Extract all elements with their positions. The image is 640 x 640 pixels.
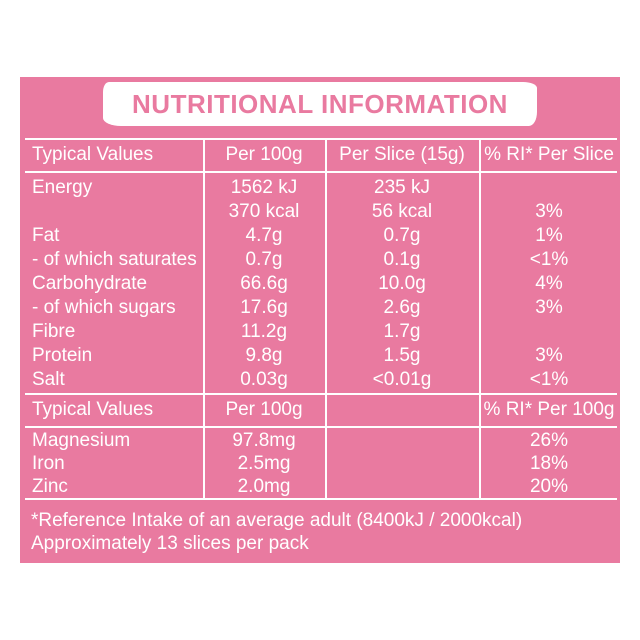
column-divider (325, 138, 327, 500)
section-rule (25, 393, 617, 395)
row-label: - of which sugars (32, 297, 176, 318)
row-perslice: <0.01g (372, 369, 432, 390)
row-label: - of which saturates (32, 249, 197, 270)
row-per100: 4.7g (245, 225, 283, 246)
row-per100: 0.7g (245, 249, 283, 270)
row-per100: 11.2g (240, 321, 288, 342)
nutrition-panel (20, 77, 620, 563)
row-ri: <1% (529, 249, 569, 270)
footnote-slices-per-pack: Approximately 13 slices per pack (31, 533, 309, 554)
row-ri: <1% (529, 369, 569, 390)
column-divider (203, 138, 205, 500)
row-ri: 1% (535, 225, 563, 246)
row-perslice: 56 kcal (371, 201, 433, 222)
table-top-rule (25, 138, 617, 140)
row-label: Fibre (32, 321, 76, 342)
row-label: Protein (32, 345, 93, 366)
row-label: Energy (32, 177, 93, 198)
row-per100: 66.6g (240, 273, 288, 294)
row-per100: 9.8g (245, 345, 283, 366)
row-perslice: 0.7g (383, 225, 421, 246)
row-label: Zinc (32, 476, 68, 497)
row-ri: 20% (529, 476, 569, 497)
row-perslice: 2.6g (383, 297, 421, 318)
row-label: Fat (32, 225, 60, 246)
header-ri-per-slice: % RI* Per Slice (484, 144, 614, 165)
header-typical-values: Typical Values (32, 144, 154, 165)
title-banner (103, 82, 537, 126)
header-typical-values: Typical Values (32, 399, 154, 420)
footnote-reference-intake: *Reference Intake of an average adult (8… (31, 510, 523, 531)
row-ri: 3% (535, 345, 563, 366)
header-per-100g: Per 100g (225, 399, 303, 420)
header-ri-per-100g: % RI* Per 100g (483, 399, 615, 420)
row-ri: 26% (529, 430, 569, 451)
header-per-100g: Per 100g (225, 144, 303, 165)
row-ri: 3% (535, 297, 563, 318)
column-divider (479, 138, 481, 500)
row-per100: 97.8mg (232, 430, 296, 451)
nutrition-table: Typical Values Per 100g Per Slice (15g) … (25, 138, 617, 500)
row-ri: 3% (535, 201, 563, 222)
row-ri: 18% (529, 453, 569, 474)
row-ri: 4% (535, 273, 563, 294)
header-rule (25, 426, 617, 428)
row-per100: 17.6g (240, 297, 288, 318)
row-per100: 0.03g (240, 369, 288, 390)
header-per-slice: Per Slice (15g) (339, 144, 465, 165)
row-per100: 1562 kJ (230, 177, 298, 198)
row-label: Salt (32, 369, 65, 390)
header-rule (25, 171, 617, 173)
row-perslice: 10.0g (378, 273, 426, 294)
row-label: Iron (32, 453, 65, 474)
row-per100: 2.5mg (237, 453, 291, 474)
row-per100: 2.0mg (237, 476, 291, 497)
row-perslice: 0.1g (383, 249, 421, 270)
table-bottom-rule (25, 498, 617, 500)
page-title: NUTRITIONAL INFORMATION (132, 89, 508, 119)
row-label: Magnesium (32, 430, 131, 451)
row-perslice: 1.7g (383, 321, 421, 342)
row-perslice: 235 kJ (374, 177, 430, 198)
row-perslice: 1.5g (383, 345, 421, 366)
row-label: Carbohydrate (32, 273, 148, 294)
row-per100: 370 kcal (228, 201, 300, 222)
